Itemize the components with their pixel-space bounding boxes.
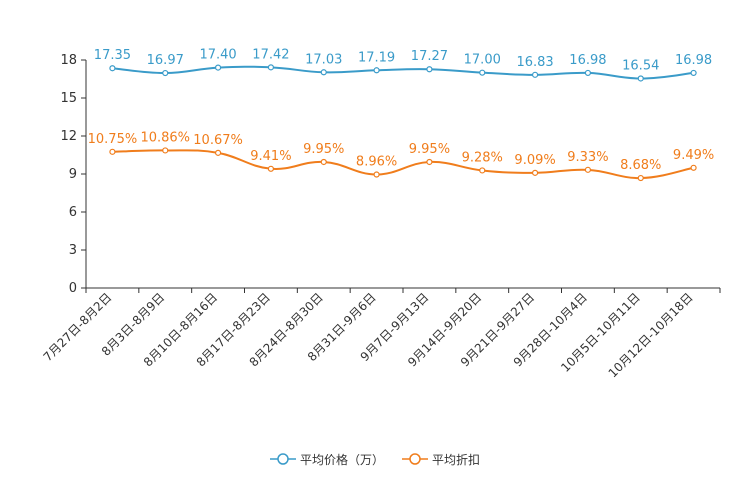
axes: 03691215187月27日-8月2日8月3日-8月9日8月10日-8月16日… (41, 53, 721, 380)
data-point[interactable] (479, 167, 486, 174)
data-label: 9.28% (462, 150, 503, 165)
data-label: 17.40 (199, 48, 236, 63)
data-label: 16.83 (516, 55, 553, 70)
legend-label-discount: 平均折扣 (432, 452, 481, 467)
y-tick-label: 9 (69, 167, 77, 182)
data-point[interactable] (584, 166, 592, 173)
line-chart: 03691215187月27日-8月2日8月3日-8月9日8月10日-8月16日… (41, 47, 721, 380)
data-point[interactable] (320, 69, 327, 76)
data-point[interactable] (531, 169, 539, 176)
data-point[interactable] (373, 171, 380, 178)
legend-line-circle-icon (269, 453, 296, 465)
data-label: 16.98 (675, 53, 712, 68)
data-point[interactable] (426, 66, 433, 73)
data-point[interactable] (637, 174, 644, 182)
data-label: 17.35 (94, 48, 131, 63)
data-point[interactable] (320, 158, 327, 166)
y-tick-label: 12 (60, 129, 77, 144)
series-line-1 (112, 149, 694, 180)
data-label: 17.03 (305, 52, 342, 67)
data-point[interactable] (267, 165, 275, 172)
data-point[interactable] (637, 75, 644, 82)
data-label: 16.98 (569, 53, 606, 68)
y-tick-label: 18 (60, 53, 77, 68)
data-label: 16.54 (622, 58, 659, 73)
data-label: 8.68% (620, 158, 661, 173)
legend-line-circle-icon (402, 453, 428, 465)
data-label: 9.41% (250, 149, 291, 164)
data-label: 9.95% (409, 142, 450, 157)
data-point[interactable] (214, 149, 222, 156)
data-point[interactable] (690, 69, 697, 77)
data-label: 9.09% (514, 153, 555, 168)
data-point[interactable] (162, 69, 169, 77)
data-point[interactable] (214, 64, 222, 71)
data-label: 17.00 (464, 53, 501, 68)
data-point[interactable] (162, 147, 169, 154)
data-labels: 17.35 16.97 17.40 17.42 17.03 17.19 17.27 17.00… (88, 47, 715, 173)
data-label: 9.95% (303, 142, 344, 157)
data-point[interactable] (479, 69, 486, 76)
data-label: 16.97 (147, 53, 184, 68)
y-tick-label: 0 (69, 281, 77, 296)
data-label: 17.27 (411, 49, 448, 64)
data-point[interactable] (109, 148, 116, 155)
data-point[interactable] (690, 164, 697, 171)
legend-item-price[interactable]: 平均价格（万） (269, 451, 384, 468)
data-label: 10.75% (88, 132, 138, 147)
data-point[interactable] (267, 64, 275, 71)
data-point[interactable] (426, 158, 433, 166)
data-label: 9.33% (567, 150, 608, 165)
series-line-0 (112, 65, 694, 80)
legend-label-price: 平均价格（万） (299, 452, 384, 467)
data-point[interactable] (584, 69, 592, 77)
data-label: 17.42 (252, 47, 289, 62)
data-point[interactable] (531, 71, 539, 78)
legend-item-discount[interactable]: 平均折扣 (402, 451, 480, 468)
data-label: 10.67% (193, 133, 243, 148)
data-label: 17.19 (358, 50, 395, 65)
series-lines (109, 64, 697, 182)
data-label: 9.49% (673, 148, 714, 163)
data-label: 8.96% (356, 155, 397, 170)
data-point[interactable] (373, 67, 380, 74)
legend: 平均价格（万） 平均折扣 (0, 448, 750, 470)
data-point[interactable] (109, 65, 116, 72)
data-label: 10.86% (140, 130, 190, 145)
y-tick-label: 6 (69, 205, 77, 220)
y-tick-label: 3 (69, 243, 77, 258)
y-tick-label: 15 (60, 91, 77, 106)
